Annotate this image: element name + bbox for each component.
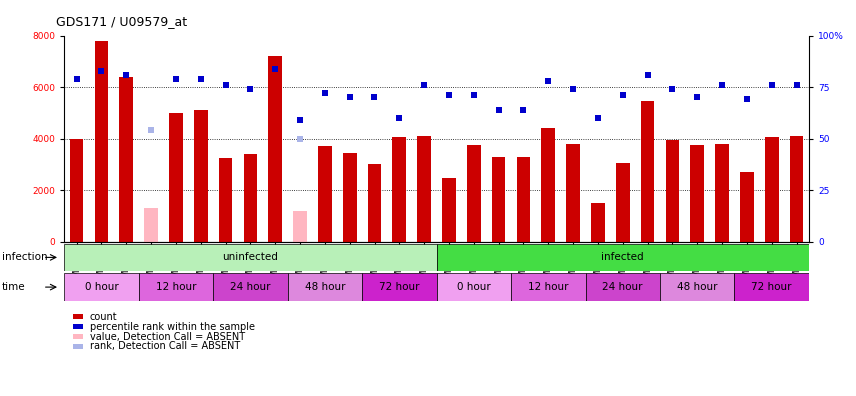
Point [169, 76, 182, 82]
Bar [318, 146, 331, 242]
Point [566, 86, 580, 92]
Text: 72 hour: 72 hour [379, 282, 419, 292]
Point [740, 96, 753, 103]
Bar [139, 273, 213, 301]
Point [367, 94, 381, 101]
Bar [734, 273, 809, 301]
Bar [542, 128, 555, 242]
Point [293, 135, 306, 142]
Point [665, 86, 679, 92]
Bar [437, 244, 809, 271]
Text: 24 hour: 24 hour [230, 282, 270, 292]
Bar [73, 324, 83, 329]
Bar [467, 145, 480, 242]
Point [764, 82, 778, 88]
Bar [765, 137, 778, 242]
Text: 0 hour: 0 hour [457, 282, 490, 292]
Text: infection: infection [2, 252, 47, 263]
Text: time: time [2, 282, 26, 292]
Bar [666, 140, 679, 242]
Point [94, 67, 108, 74]
Bar [691, 145, 704, 242]
Text: uninfected: uninfected [223, 252, 278, 263]
Bar [73, 314, 83, 319]
Text: 72 hour: 72 hour [752, 282, 792, 292]
Point [218, 82, 232, 88]
Bar [368, 164, 381, 242]
Bar [740, 172, 753, 242]
Bar [64, 244, 437, 271]
Text: 48 hour: 48 hour [305, 282, 345, 292]
Bar [418, 136, 431, 242]
Bar [64, 273, 139, 301]
Bar [616, 163, 629, 242]
Bar [219, 158, 232, 242]
Text: infected: infected [602, 252, 644, 263]
Point [690, 94, 704, 101]
Bar [244, 154, 257, 242]
Bar [169, 113, 182, 242]
Point [268, 65, 282, 72]
Bar [790, 136, 803, 242]
Text: 48 hour: 48 hour [677, 282, 717, 292]
Bar [70, 139, 83, 242]
Bar [145, 208, 158, 242]
Bar [586, 273, 660, 301]
Point [615, 92, 629, 99]
Bar [660, 273, 734, 301]
Point [69, 76, 83, 82]
Bar [591, 203, 604, 242]
Text: 12 hour: 12 hour [156, 282, 196, 292]
Point [293, 117, 306, 123]
Bar [511, 273, 586, 301]
Bar [343, 153, 356, 242]
Point [541, 78, 555, 84]
Text: GDS171 / U09579_at: GDS171 / U09579_at [56, 15, 187, 28]
Point [715, 82, 728, 88]
Text: rank, Detection Call = ABSENT: rank, Detection Call = ABSENT [90, 341, 241, 352]
Point [417, 82, 431, 88]
Bar [288, 273, 362, 301]
Bar [194, 110, 207, 242]
Point [193, 76, 207, 82]
Text: 12 hour: 12 hour [528, 282, 568, 292]
Point [318, 90, 331, 97]
Point [243, 86, 257, 92]
Text: 24 hour: 24 hour [603, 282, 643, 292]
Bar [95, 41, 108, 242]
Bar [443, 179, 455, 242]
Bar [362, 273, 437, 301]
Point [491, 107, 505, 113]
Bar [213, 273, 288, 301]
Text: 0 hour: 0 hour [85, 282, 118, 292]
Bar [393, 137, 406, 242]
Bar [517, 156, 530, 242]
Bar [716, 144, 728, 242]
Point [591, 115, 604, 121]
Point [516, 107, 530, 113]
Text: count: count [90, 312, 117, 322]
Bar [567, 144, 580, 242]
Point [119, 72, 133, 78]
Point [342, 94, 356, 101]
Text: percentile rank within the sample: percentile rank within the sample [90, 322, 255, 332]
Point [467, 92, 480, 99]
Point [789, 82, 803, 88]
Bar [492, 156, 505, 242]
Bar [294, 211, 306, 242]
Bar [641, 101, 654, 242]
Bar [73, 344, 83, 349]
Bar [120, 77, 133, 242]
Point [392, 115, 406, 121]
Point [640, 72, 654, 78]
Bar [73, 334, 83, 339]
Point [144, 127, 158, 133]
Point [442, 92, 455, 99]
Bar [269, 56, 282, 242]
Bar [437, 273, 511, 301]
Text: value, Detection Call = ABSENT: value, Detection Call = ABSENT [90, 331, 245, 342]
